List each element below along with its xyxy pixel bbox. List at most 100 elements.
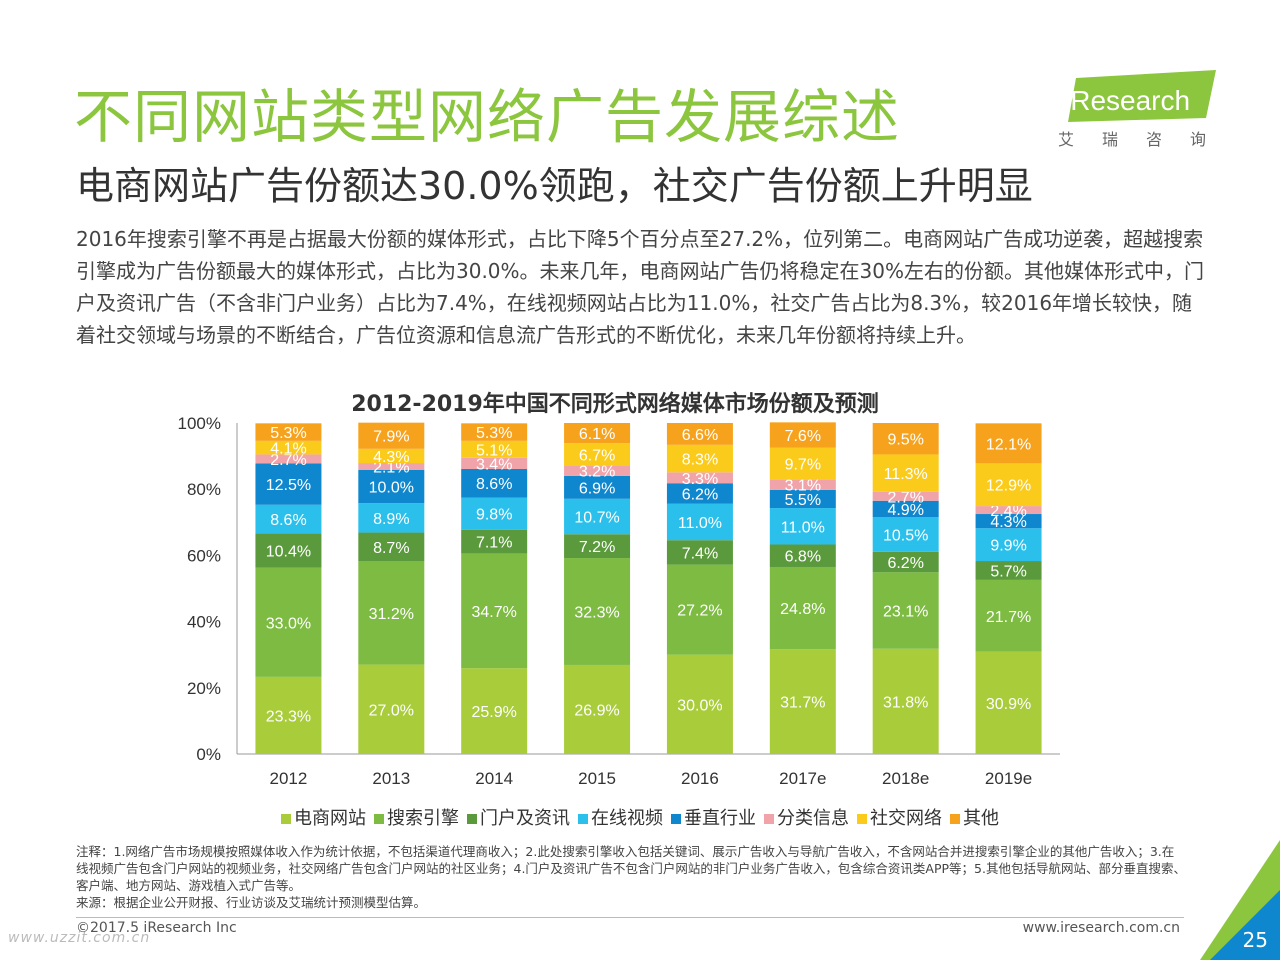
bar-segment	[666, 503, 733, 541]
bar-segment	[666, 472, 733, 484]
chart-legend: 电商网站 搜索引擎 门户及资讯 在线视频 垂直行业 分类信息 社交网络 其他	[0, 804, 1280, 830]
data-label: 31.7%	[780, 695, 825, 712]
bar-segment	[872, 551, 939, 573]
corner-decoration	[1200, 840, 1280, 960]
data-label: 7.1%	[476, 535, 512, 552]
bar-segment	[461, 457, 528, 470]
bar-segment	[255, 567, 322, 677]
bar-segment	[666, 483, 733, 504]
bar-segment	[769, 489, 836, 509]
iresearch-logo: iResearch	[1058, 70, 1218, 150]
legend-swatch	[467, 814, 477, 824]
bar-segment	[769, 479, 836, 490]
copyright-text: ©2017.5 iResearch Inc	[76, 920, 237, 936]
data-label: 9.8%	[476, 507, 512, 524]
data-label: 3.2%	[579, 464, 615, 481]
data-label: 6.9%	[579, 480, 615, 497]
data-label: 7.2%	[579, 539, 615, 556]
data-label: 2.7%	[887, 489, 923, 506]
x-tick-label: 2018e	[882, 769, 929, 788]
source-text: 来源：根据企业公开财报、行业访谈及艾瑞统计预测模型估算。	[76, 895, 427, 910]
data-label: 9.7%	[785, 457, 821, 474]
legend-swatch	[764, 814, 774, 824]
bar-segment	[564, 534, 631, 559]
bar-segment	[255, 423, 322, 441]
legend-label: 门户及资讯	[480, 808, 570, 829]
bar-segment	[975, 514, 1042, 529]
bar-segment	[358, 503, 425, 533]
bar-segment	[769, 447, 836, 480]
bar-segment	[975, 506, 1042, 515]
bar-segment	[564, 664, 631, 754]
legend-swatch	[950, 814, 960, 824]
legend-item: 其他	[950, 804, 999, 830]
x-tick-label: 2013	[372, 769, 410, 788]
bar-segment	[358, 470, 425, 504]
data-label: 10.5%	[883, 527, 928, 544]
data-label: 4.3%	[373, 449, 409, 466]
data-label: 8.7%	[373, 540, 409, 557]
bar-segment	[872, 454, 939, 492]
bar-segment	[666, 444, 733, 473]
data-label: 31.2%	[369, 606, 414, 623]
bar-segment	[255, 676, 322, 754]
legend-item: 电商网站	[281, 804, 366, 830]
data-label: 7.6%	[785, 428, 821, 445]
bar-segment	[975, 561, 1042, 580]
bar-segment	[461, 529, 528, 554]
data-label: 2.1%	[373, 460, 409, 477]
bar-segment	[564, 475, 631, 499]
bar-segment	[255, 533, 322, 568]
bar-segment	[358, 664, 425, 754]
y-tick-label: 0%	[196, 745, 221, 764]
bar-segment	[255, 463, 322, 505]
legend-item: 社交网络	[857, 804, 942, 830]
y-tick-label: 60%	[187, 546, 221, 565]
bar-segment	[461, 440, 528, 458]
bar-segment	[564, 558, 631, 665]
x-tick-label: 2019e	[985, 769, 1032, 788]
bar-segment	[769, 649, 836, 754]
data-label: 6.8%	[785, 549, 821, 566]
data-label: 24.8%	[780, 601, 825, 618]
data-label: 6.6%	[682, 427, 718, 444]
y-tick-label: 40%	[187, 613, 221, 632]
legend-swatch	[671, 814, 681, 824]
chart-title: 2012-2019年中国不同形式网络媒体市场份额及预测	[351, 392, 879, 417]
data-label: 10.4%	[266, 543, 311, 560]
data-label: 6.1%	[579, 426, 615, 443]
watermark-text: www.uzzit.com.cn	[8, 930, 151, 946]
data-label: 21.7%	[986, 609, 1031, 626]
description-paragraph: 2016年搜索引擎不再是占据最大份额的媒体形式，占比下降5个百分点至27.2%，…	[76, 227, 1204, 347]
data-label: 11.0%	[781, 519, 825, 536]
bar-segment	[461, 497, 528, 530]
page-number: 25	[1242, 928, 1268, 952]
bar-segment	[872, 423, 939, 455]
data-label: 23.1%	[883, 604, 928, 621]
notes-text: 注释：1.网络广告市场规模按照媒体收入作为统计依据，不包括渠道代理商收入；2.此…	[76, 844, 1186, 893]
data-label: 30.9%	[986, 696, 1031, 713]
data-label: 5.5%	[785, 492, 821, 509]
legend-label: 电商网站	[294, 808, 366, 829]
logo-text: iResearch	[1064, 85, 1190, 116]
data-label: 12.9%	[986, 478, 1031, 495]
data-label: 8.9%	[373, 511, 409, 528]
data-label: 4.3%	[990, 514, 1026, 531]
x-tick-label: 2017e	[779, 769, 826, 788]
logo-cn-text: 艾瑞咨询	[1058, 130, 1235, 149]
bar-segment	[872, 572, 939, 649]
bar-segment	[769, 422, 836, 448]
bar-segment	[461, 553, 528, 669]
website-link[interactable]: www.iresearch.com.cn	[1022, 920, 1180, 936]
data-label: 2.7%	[270, 452, 306, 469]
x-tick-label: 2016	[681, 769, 719, 788]
bar-segment	[461, 469, 528, 498]
legend-item: 门户及资讯	[467, 804, 570, 830]
bar-segment	[666, 564, 733, 655]
legend-item: 搜索引擎	[374, 804, 459, 830]
legend-label: 社交网络	[870, 808, 942, 829]
data-label: 33.0%	[266, 615, 311, 632]
bar-segment	[564, 443, 631, 466]
page-subtitle: 电商网站广告份额达30.0%领跑，社交广告份额上升明显	[76, 164, 1033, 208]
bar-segment	[255, 454, 322, 464]
